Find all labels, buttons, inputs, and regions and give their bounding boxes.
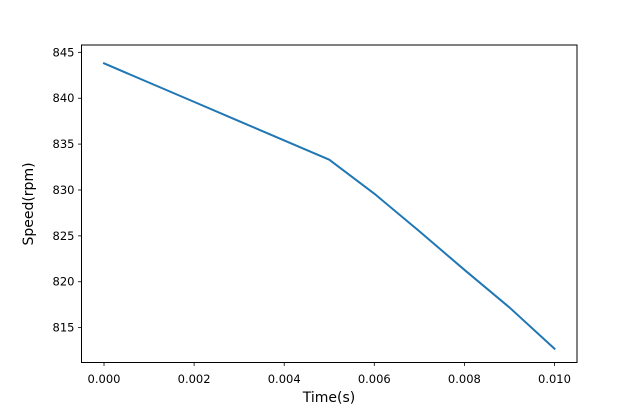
x-tick-label: 0.002 [178,372,211,386]
x-tick-label: 0.004 [268,372,301,386]
y-tick-label: 825 [53,229,75,243]
y-tick-label: 845 [53,45,75,59]
y-tick-label: 815 [53,321,75,335]
y-tick-label: 835 [53,137,75,151]
x-tick-label: 0.000 [88,372,121,386]
x-axis-label: Time(s) [302,390,355,406]
speed-line [102,62,556,351]
y-tick-label: 840 [53,91,75,105]
y-axis-label: Speed(rpm) [21,162,37,245]
plot-area: 0.000 0.002 0.004 0.006 0.008 0.010 815 820 825 8… [53,44,578,386]
axes-spines [81,44,578,363]
x-tick-label: 0.006 [358,372,391,386]
y-tick-label: 820 [53,275,75,289]
y-tick-label: 830 [53,183,75,197]
x-tick-label: 0.008 [448,372,481,386]
x-tick-label: 0.010 [538,372,571,386]
